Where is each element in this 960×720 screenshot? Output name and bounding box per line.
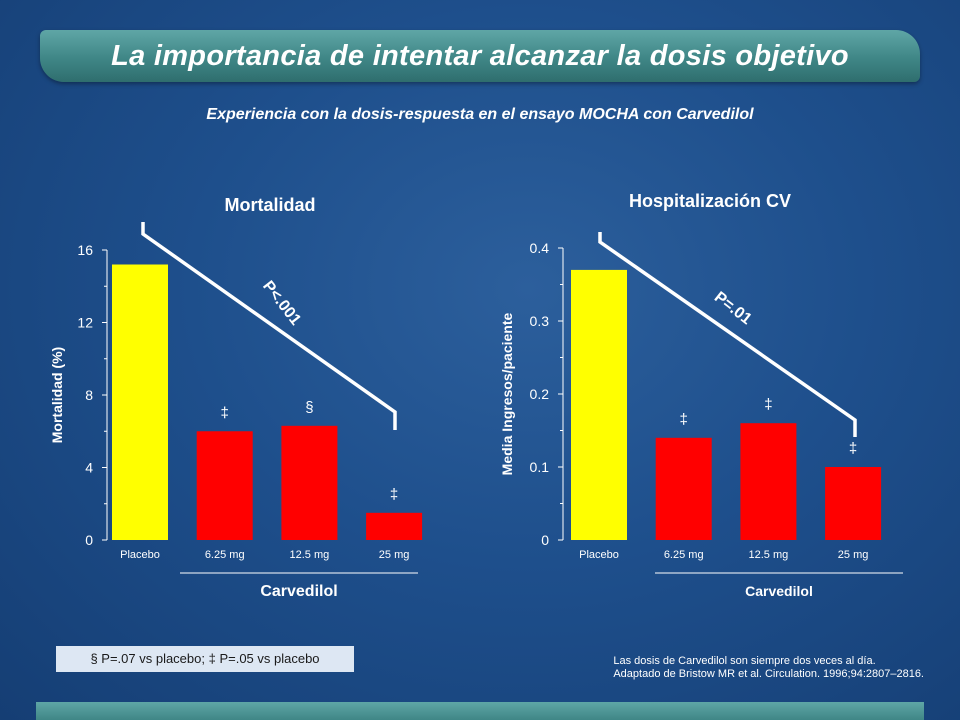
x-tick-label-2: 25 mg [838,549,869,561]
bottom-bar [36,702,924,720]
y-tick-label-2: 0 [541,532,549,548]
group-label-2: Carvedilol [745,583,813,599]
x-tick-label-2: 6.25 mg [664,549,704,561]
y-axis-label-1: Mortalidad (%) [49,347,65,443]
bar-2-2 [655,437,712,540]
x-tick-label-2: 12.5 mg [749,549,789,561]
y-tick-label-2: 0.3 [530,313,550,329]
y-tick-label-1: 8 [85,387,93,403]
y-tick-label-1: 12 [77,315,93,331]
chart-title-2: Hospitalización CV [629,191,791,211]
chart-title-1: Mortalidad [224,195,315,215]
x-tick-label-1: 6.25 mg [205,549,245,561]
significance-marker-2: ‡ [680,411,688,428]
bar-2-4 [825,467,882,540]
reference-line-1: Las dosis de Carvedilol son siempre dos … [613,655,876,667]
y-tick-label-1: 16 [77,242,93,258]
y-tick-label-2: 0.4 [530,240,550,256]
reference-line-2: Adaptado de Bristow MR et al. Circulatio… [613,668,924,680]
significance-marker-2: ‡ [764,396,772,413]
significance-marker-2: ‡ [849,440,857,457]
title-banner: La importancia de intentar alcanzar la d… [40,30,920,82]
significance-marker-1: § [305,399,313,416]
footnote-box: § P=.07 vs placebo; ‡ P=.05 vs placebo [56,646,354,672]
x-tick-label-1: 25 mg [379,549,410,561]
reference-note: Las dosis de Carvedilol son siempre dos … [613,655,924,681]
y-tick-label-1: 0 [85,532,93,548]
significance-marker-1: ‡ [390,486,398,503]
y-tick-label-2: 0.1 [530,459,550,475]
significance-marker-1: ‡ [221,404,229,421]
trend-line-1 [141,222,397,430]
y-tick-label-2: 0.2 [530,386,550,402]
y-axis-label-2: Media Ingresos/paciente [499,312,515,475]
page-subtitle: Experiencia con la dosis-respuesta en el… [206,106,754,123]
page-title: La importancia de intentar alcanzar la d… [111,40,849,72]
bar-1-3 [281,425,338,540]
x-tick-label-2: Placebo [579,549,619,561]
group-label-1: Carvedilol [260,583,337,600]
x-tick-label-1: Placebo [120,549,160,561]
bar-2-1 [571,269,627,540]
bar-1-2 [196,431,253,540]
x-tick-label-1: 12.5 mg [290,549,330,561]
y-tick-label-1: 4 [85,460,93,476]
bar-1-1 [112,264,168,540]
trend-line-2 [598,232,857,437]
bar-1-4 [366,512,423,540]
bar-2-3 [740,423,797,540]
